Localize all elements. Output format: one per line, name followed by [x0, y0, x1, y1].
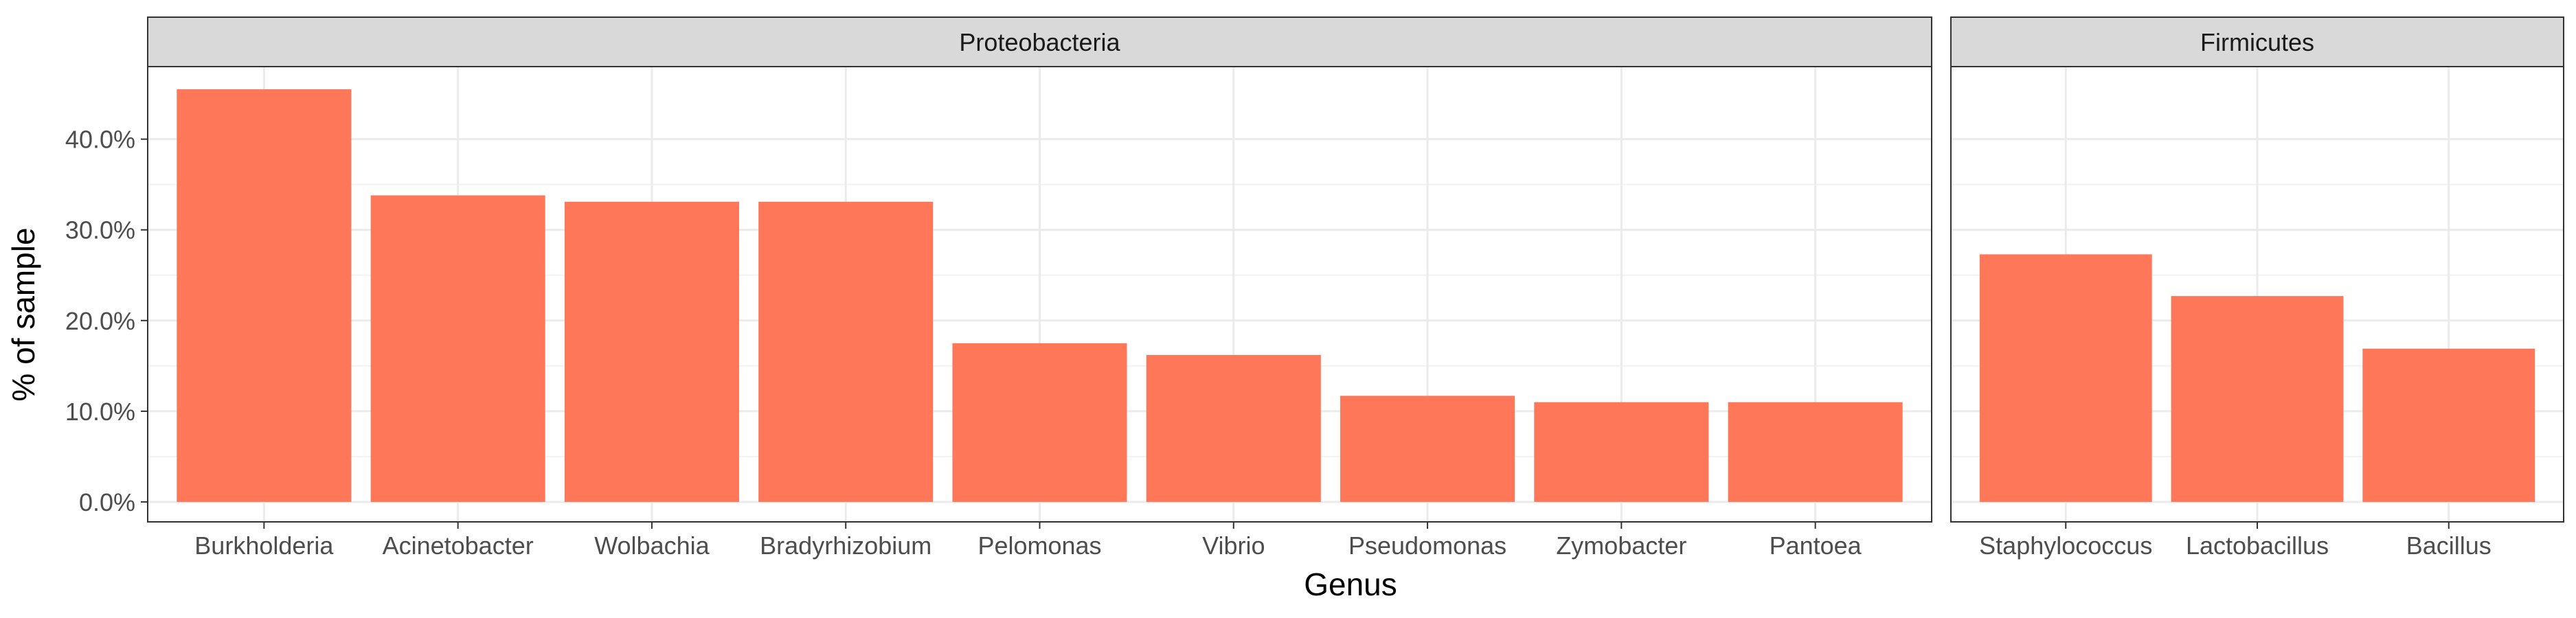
- facet-panel-firmicutes: Firmicutes Staphylococcus Lactobacillus Bac…: [1950, 16, 2564, 560]
- bar-acinetobacter: [370, 195, 545, 502]
- bar-burkholderia: [177, 89, 352, 502]
- bar-staphylococcus: [1979, 254, 2152, 502]
- bar-bradyrhizobium: [758, 201, 934, 502]
- bar-wolbachia: [564, 201, 739, 502]
- bar-pelomonas: [952, 343, 1127, 502]
- x-tick-label: Acinetobacter: [383, 531, 534, 560]
- x-tick-label: Pantoea: [1770, 531, 1862, 560]
- x-tick-label: Vibrio: [1202, 531, 1265, 560]
- bar-bacillus: [2362, 348, 2535, 502]
- x-tick-label: Wolbachia: [594, 531, 710, 560]
- x-tick-label: Bacillus: [2406, 531, 2492, 560]
- y-tick-label: 0.0%: [79, 488, 135, 516]
- y-tick-label: 30.0%: [65, 216, 135, 244]
- x-tick-label: Staphylococcus: [1979, 531, 2152, 560]
- facet-strip-label: Proteobacteria: [959, 28, 1120, 56]
- x-tick-label: Pelomonas: [978, 531, 1101, 560]
- y-axis: 0.0% 10.0% 20.0% 30.0% 40.0%: [65, 126, 148, 516]
- facet-strip: [147, 16, 1932, 67]
- x-tick-label: Burkholderia: [194, 531, 334, 560]
- bar-pantoea: [1728, 402, 1903, 502]
- y-tick-label: 10.0%: [65, 398, 135, 426]
- x-tick-label: Pseudomonas: [1348, 531, 1506, 560]
- bar-zymobacter: [1534, 402, 1709, 502]
- x-axis-title: Genus: [1304, 566, 1397, 602]
- bar-lactobacillus: [2171, 296, 2344, 502]
- x-tick-label: Zymobacter: [1556, 531, 1686, 560]
- y-tick-label: 20.0%: [65, 307, 135, 335]
- y-axis-title: % of sample: [5, 227, 41, 401]
- y-tick-label: 40.0%: [65, 126, 135, 154]
- x-tick-label: Lactobacillus: [2186, 531, 2329, 560]
- facet-panels: Proteobacteria Burkholderia Acinetobacter W…: [147, 16, 2564, 560]
- bar-vibrio: [1146, 354, 1321, 502]
- bar-pseudomonas: [1340, 396, 1515, 502]
- facet-strip-label: Firmicutes: [2200, 28, 2314, 56]
- x-tick-label: Bradyrhizobium: [760, 531, 931, 560]
- facet-panel-proteobacteria: Proteobacteria Burkholderia Acinetobacter W…: [147, 16, 1932, 560]
